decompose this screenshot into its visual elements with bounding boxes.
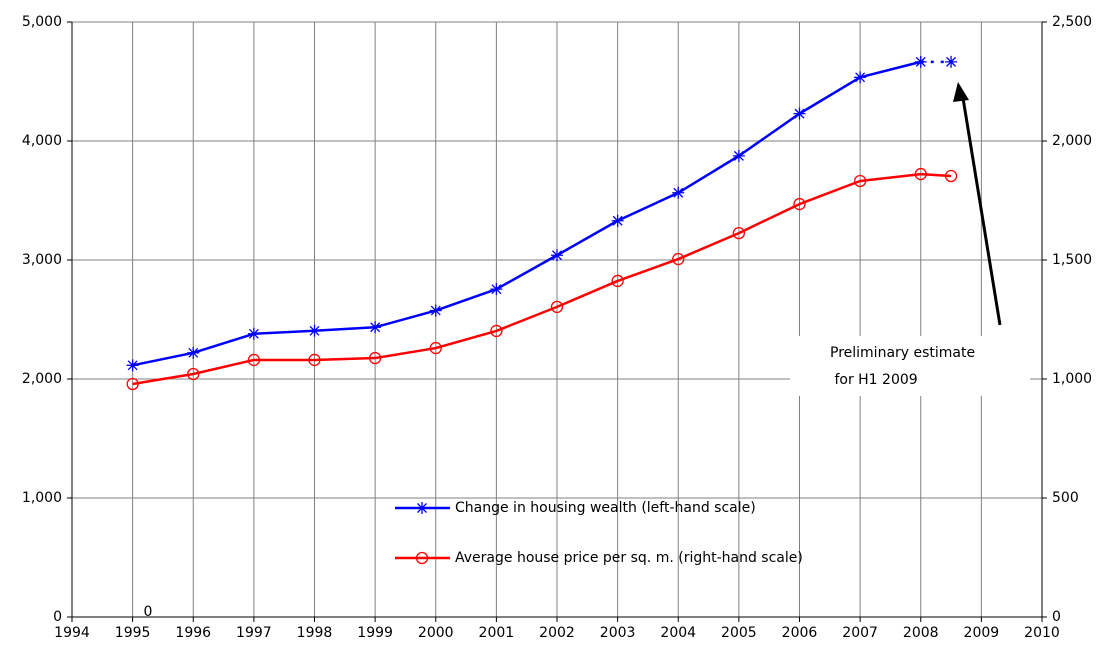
marker [732,149,745,162]
line [132,60,922,367]
x-tick-label: 2005 [721,625,757,641]
y-tick-label: 0 [53,609,62,625]
marker [187,367,200,381]
marker [611,214,624,227]
x-tick-label: 2003 [600,625,636,641]
marker [126,359,139,372]
x-tick-label: 2006 [782,625,818,641]
marker [369,321,382,334]
y2-tick-label: 0 [1052,609,1061,625]
y-tick-label: 5,000 [22,14,62,30]
marker [853,174,867,188]
legend-marker [415,551,429,565]
x-tick-label: 1996 [175,625,211,641]
marker [429,341,442,355]
legend-marker [416,502,428,514]
marker [611,274,624,288]
marker [368,351,382,365]
series [126,167,958,391]
marker [308,353,321,367]
annotation: 0 [144,604,153,620]
line [132,172,952,386]
marker [732,226,746,240]
x-tick-label: 1997 [236,625,272,641]
arrow-head [953,82,969,102]
y2-tick-label: 2,500 [1052,14,1092,30]
arrow [961,97,1002,326]
x-tick-label: 2004 [660,625,696,641]
marker [672,252,685,266]
y2-tick-label: 1,500 [1052,252,1092,268]
y2-tick-label: 2,000 [1052,133,1092,149]
y2-tick-label: 500 [1052,490,1079,506]
y-tick-label: 3,000 [22,252,62,268]
marker [247,327,260,340]
marker [793,197,806,211]
marker [247,353,261,367]
grid [71,21,1043,618]
annotation: Preliminary estimate [830,345,975,361]
x-tick-label: 2007 [842,625,878,641]
annotation: for H1 2009 [830,372,918,388]
x-tick-label: 2010 [1024,625,1060,641]
annotation-box [790,336,1030,396]
marker [914,55,927,68]
x-tick-label: 2001 [479,625,515,641]
x-tick-label: 2009 [964,625,1000,641]
marker [429,304,442,317]
legend-label: Change in housing wealth (left-hand scal… [455,500,756,516]
y-tick-label: 2,000 [22,371,62,387]
x-tick-label: 1998 [297,625,333,641]
marker [490,283,503,296]
y-tick-label: 1,000 [22,490,62,506]
x-tick-label: 2002 [539,625,575,641]
marker [308,324,321,337]
x-tick-label: 1994 [54,625,90,641]
series [126,55,958,372]
marker [672,186,685,199]
y2-tick-label: 1,000 [1052,371,1092,387]
marker [187,346,200,359]
marker [126,377,139,391]
x-tick-label: 1999 [357,625,393,641]
y-tick-label: 4,000 [22,133,62,149]
marker [854,71,867,84]
marker [490,324,503,338]
marker [551,249,563,262]
legend-label: Average house price per sq. m. (right-ha… [455,550,803,566]
marker [945,55,958,68]
x-tick-label: 1995 [115,625,151,641]
x-tick-label: 2000 [418,625,454,641]
marker [944,169,958,183]
x-tick-label: 2008 [903,625,939,641]
marker [550,300,564,314]
marker [914,167,927,181]
marker [793,107,806,120]
